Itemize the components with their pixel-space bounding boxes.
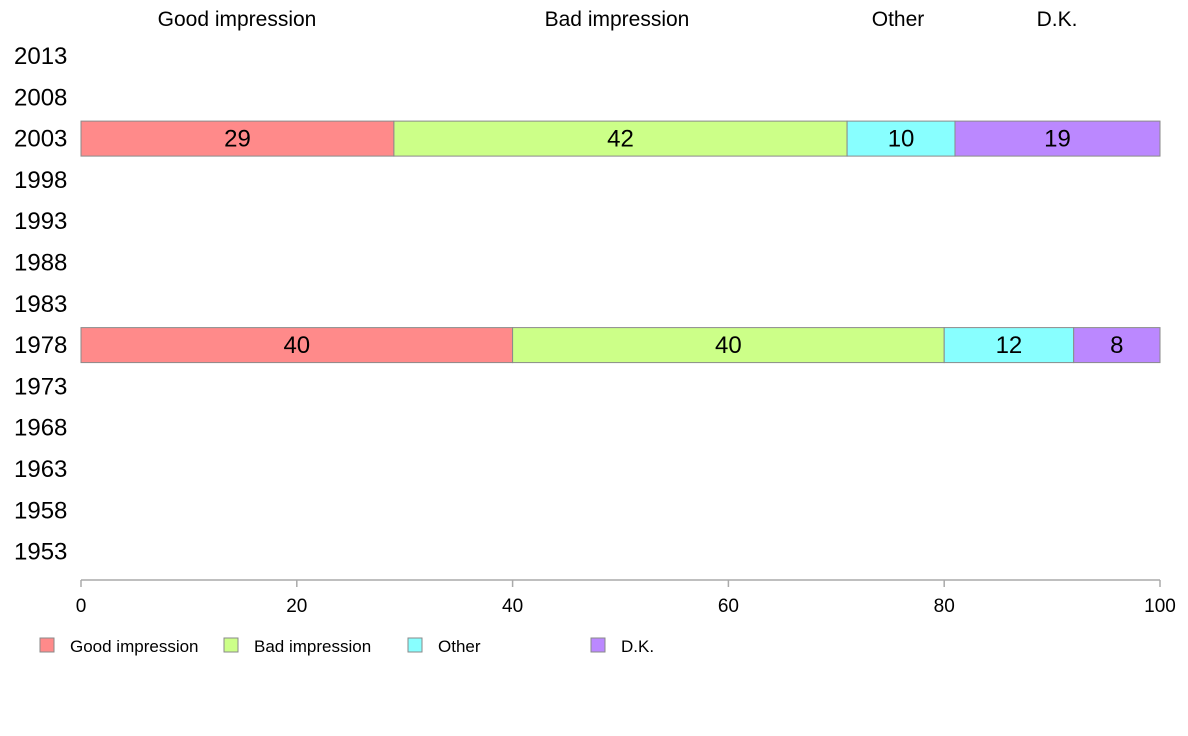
legend-swatch xyxy=(590,637,606,653)
year-label: 2013 xyxy=(14,43,67,70)
legend-swatch xyxy=(407,637,423,653)
year-label: 1958 xyxy=(14,497,67,524)
category-header-label: Other xyxy=(872,8,925,31)
bar-segment xyxy=(846,120,956,157)
year-label: 1968 xyxy=(14,415,67,442)
data-label: 42 xyxy=(607,126,634,153)
x-tick-label: 20 xyxy=(286,596,307,617)
legend-label: D.K. xyxy=(621,637,654,656)
year-label: 2003 xyxy=(14,126,67,153)
year-label: 1993 xyxy=(14,208,67,235)
year-label: 1978 xyxy=(14,332,67,359)
legend-label: Other xyxy=(438,637,481,656)
data-label: 10 xyxy=(888,126,915,153)
bar-segment xyxy=(80,120,395,157)
bars: 29 42 10 19 40 40 12 8 xyxy=(80,120,1161,364)
category-header-label: D.K. xyxy=(1037,8,1078,31)
legend-label: Good impression xyxy=(70,637,199,656)
legend: Good impression Bad impression Other D.K. xyxy=(39,637,654,656)
year-label: 2008 xyxy=(14,84,67,111)
x-tick-label: 0 xyxy=(76,596,87,617)
x-tick-label: 60 xyxy=(718,596,739,617)
bar-segment xyxy=(943,327,1075,364)
year-label: 1983 xyxy=(14,291,67,318)
legend-swatch xyxy=(39,637,55,653)
bar-segment xyxy=(954,120,1161,157)
year-label: 1963 xyxy=(14,456,67,483)
x-tick-label: 40 xyxy=(502,596,523,617)
year-label: 1988 xyxy=(14,250,67,277)
legend-swatch xyxy=(223,637,239,653)
year-label: 1998 xyxy=(14,167,67,194)
data-label: 40 xyxy=(283,332,310,359)
category-header-labels: Good impression Bad impression Other D.K. xyxy=(158,8,1078,31)
year-label: 1953 xyxy=(14,539,67,566)
data-label: 40 xyxy=(715,332,742,359)
bar-segment xyxy=(1073,327,1161,364)
x-axis: 0 20 40 60 80 100 xyxy=(76,579,1176,617)
legend-label: Bad impression xyxy=(254,637,371,656)
year-label: 1973 xyxy=(14,373,67,400)
data-label: 19 xyxy=(1044,126,1071,153)
bar-segment xyxy=(80,327,514,364)
x-tick-label: 80 xyxy=(934,596,955,617)
x-tick-label: 100 xyxy=(1144,596,1176,617)
bar-segment xyxy=(393,120,848,157)
data-label: 29 xyxy=(224,126,251,153)
data-label: 8 xyxy=(1110,332,1123,359)
bar-segment xyxy=(512,327,945,364)
category-header-label: Bad impression xyxy=(545,8,690,31)
data-label: 12 xyxy=(996,332,1023,359)
year-axis-labels: 2013 2008 2003 1998 1993 1988 1983 1978 1973 1968… xyxy=(14,43,67,566)
category-header-label: Good impression xyxy=(158,8,317,31)
